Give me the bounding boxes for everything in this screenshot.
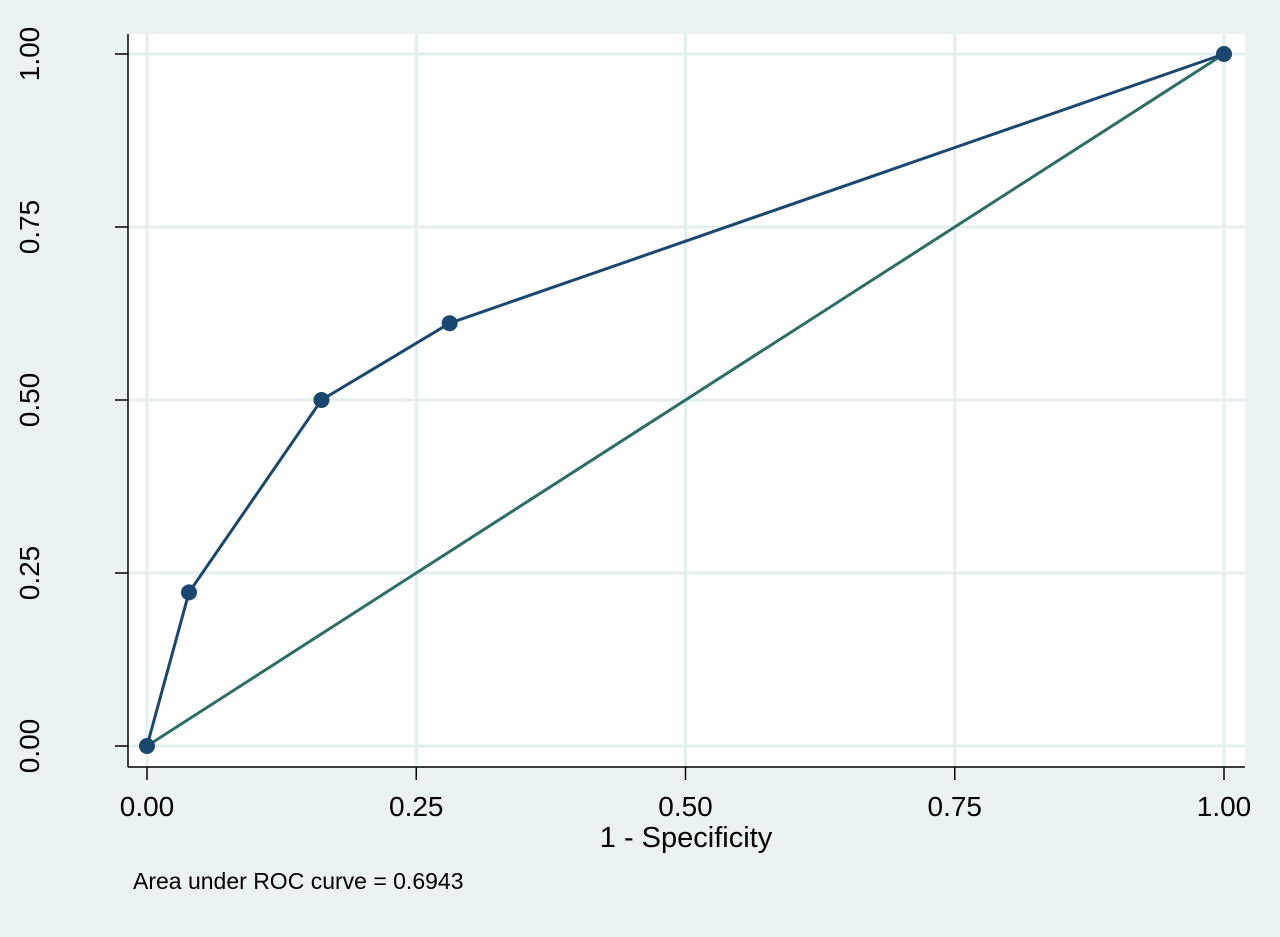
- roc-point: [139, 738, 155, 754]
- x-tick-label: 0.00: [120, 791, 175, 822]
- x-tick-label: 0.75: [928, 791, 983, 822]
- roc-point: [441, 315, 458, 332]
- reference-line: [146, 52, 1225, 748]
- roc-point: [1216, 46, 1232, 62]
- y-tick-label: 0.75: [14, 200, 45, 255]
- x-tick-label: 1.00: [1197, 791, 1252, 822]
- y-tick-label: 0.00: [14, 719, 45, 774]
- roc-point: [313, 392, 330, 408]
- y-tick-label: 0.25: [14, 546, 45, 601]
- x-axis-title: 1 - Specificity: [600, 822, 773, 854]
- auc-annotation: Area under ROC curve = 0.6943: [133, 868, 464, 894]
- y-tick-label: 0.50: [14, 373, 45, 428]
- x-tick-label: 0.25: [389, 791, 444, 822]
- ticks: 0.00 0.00 0.25 0.25 0.50 0.50 0.75 0.75 1.00 1.00: [14, 27, 1251, 822]
- x-tick-label: 0.50: [658, 791, 713, 822]
- y-tick-label: 1.00: [14, 27, 45, 82]
- roc-point: [181, 584, 198, 601]
- series: [139, 46, 1232, 754]
